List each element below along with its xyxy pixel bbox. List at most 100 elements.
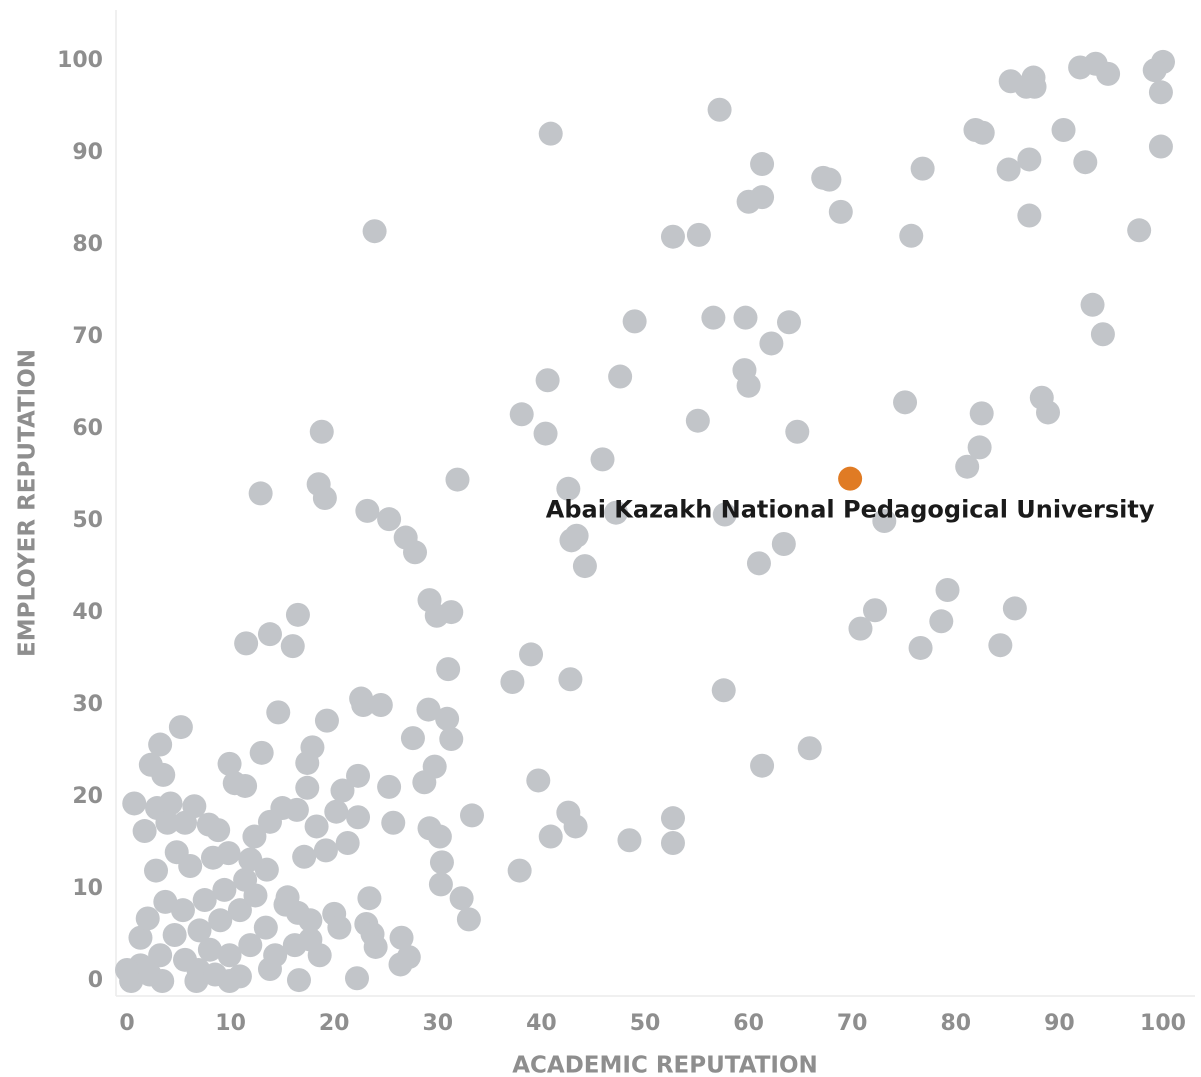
point	[122, 791, 147, 816]
point	[389, 925, 414, 950]
y-tick-label: 60	[72, 416, 103, 441]
point	[436, 657, 461, 682]
point	[327, 915, 352, 940]
point	[312, 486, 337, 510]
point	[357, 886, 382, 911]
point	[556, 476, 581, 501]
point	[263, 943, 288, 968]
point	[1068, 55, 1093, 80]
point	[660, 806, 685, 831]
point	[712, 502, 737, 527]
point	[1142, 58, 1167, 83]
x-tick-label: 0	[119, 1011, 134, 1036]
point	[617, 828, 642, 853]
point	[203, 962, 228, 987]
point	[955, 454, 980, 479]
point	[733, 305, 758, 330]
point	[456, 907, 481, 932]
point	[701, 305, 726, 330]
y-axis-title: EMPLOYER REPUTATION	[15, 349, 41, 657]
point	[368, 693, 393, 717]
point	[439, 727, 464, 752]
y-tick-label: 30	[72, 692, 103, 717]
point	[797, 736, 822, 761]
point	[173, 810, 198, 835]
point	[603, 500, 628, 525]
point	[910, 156, 935, 181]
point	[449, 886, 474, 911]
x-tick-label: 20	[319, 1011, 350, 1036]
point	[459, 803, 484, 828]
point	[563, 814, 588, 839]
point	[969, 401, 994, 426]
point	[848, 616, 873, 641]
point	[212, 877, 237, 902]
point	[128, 925, 153, 950]
point	[526, 768, 551, 793]
point	[400, 726, 425, 751]
point	[862, 598, 887, 623]
point	[1051, 118, 1076, 142]
point	[307, 943, 332, 968]
point	[509, 402, 534, 427]
point	[346, 805, 371, 830]
x-tick-label: 80	[940, 1011, 971, 1036]
point	[115, 957, 139, 982]
point	[996, 157, 1021, 182]
point	[622, 309, 647, 334]
point	[284, 797, 309, 822]
point	[1017, 147, 1042, 172]
point	[1080, 292, 1105, 317]
point	[533, 421, 558, 446]
highlight-point	[838, 466, 863, 491]
point	[785, 419, 810, 444]
point	[388, 952, 413, 977]
point	[899, 223, 924, 248]
point	[314, 708, 339, 733]
point	[346, 763, 371, 788]
point	[309, 419, 334, 444]
x-tick-label: 90	[1044, 1011, 1075, 1036]
point	[286, 968, 311, 993]
point	[929, 609, 954, 634]
point	[313, 838, 338, 863]
y-tick-label: 10	[72, 876, 103, 901]
point	[298, 908, 323, 933]
point	[208, 908, 233, 933]
y-tick-label: 0	[88, 968, 103, 993]
point	[234, 631, 259, 656]
point	[144, 858, 169, 883]
point	[558, 667, 583, 692]
point	[967, 435, 992, 460]
point	[1096, 61, 1121, 86]
point	[736, 373, 761, 398]
x-tick-label: 30	[422, 1011, 453, 1036]
point	[168, 715, 193, 740]
point	[1148, 80, 1173, 105]
point	[295, 775, 320, 800]
point	[970, 120, 995, 145]
point	[660, 831, 685, 855]
y-tick-label: 100	[57, 48, 103, 73]
y-tick-label: 40	[72, 600, 103, 625]
point	[330, 778, 355, 803]
y-tick-label: 20	[72, 784, 103, 809]
point	[233, 773, 258, 798]
point	[988, 633, 1013, 658]
point	[685, 408, 710, 433]
point	[416, 697, 441, 722]
point	[355, 498, 380, 523]
x-tick-label: 10	[215, 1011, 246, 1036]
point	[872, 509, 897, 533]
point	[564, 523, 589, 548]
point	[711, 678, 736, 703]
point	[572, 554, 597, 579]
point	[1090, 322, 1115, 347]
point	[135, 906, 160, 931]
point	[828, 199, 853, 224]
point	[428, 872, 453, 897]
point	[1036, 400, 1061, 425]
point	[1073, 150, 1098, 175]
point	[257, 622, 282, 647]
